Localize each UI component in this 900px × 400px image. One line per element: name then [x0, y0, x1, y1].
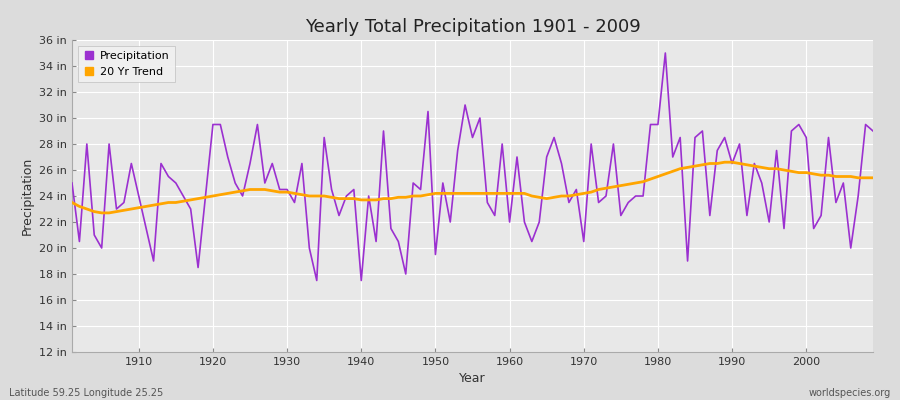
Text: worldspecies.org: worldspecies.org	[809, 388, 891, 398]
Y-axis label: Precipitation: Precipitation	[21, 157, 33, 235]
Legend: Precipitation, 20 Yr Trend: Precipitation, 20 Yr Trend	[77, 46, 176, 82]
Text: Latitude 59.25 Longitude 25.25: Latitude 59.25 Longitude 25.25	[9, 388, 163, 398]
Title: Yearly Total Precipitation 1901 - 2009: Yearly Total Precipitation 1901 - 2009	[304, 18, 641, 36]
X-axis label: Year: Year	[459, 372, 486, 386]
